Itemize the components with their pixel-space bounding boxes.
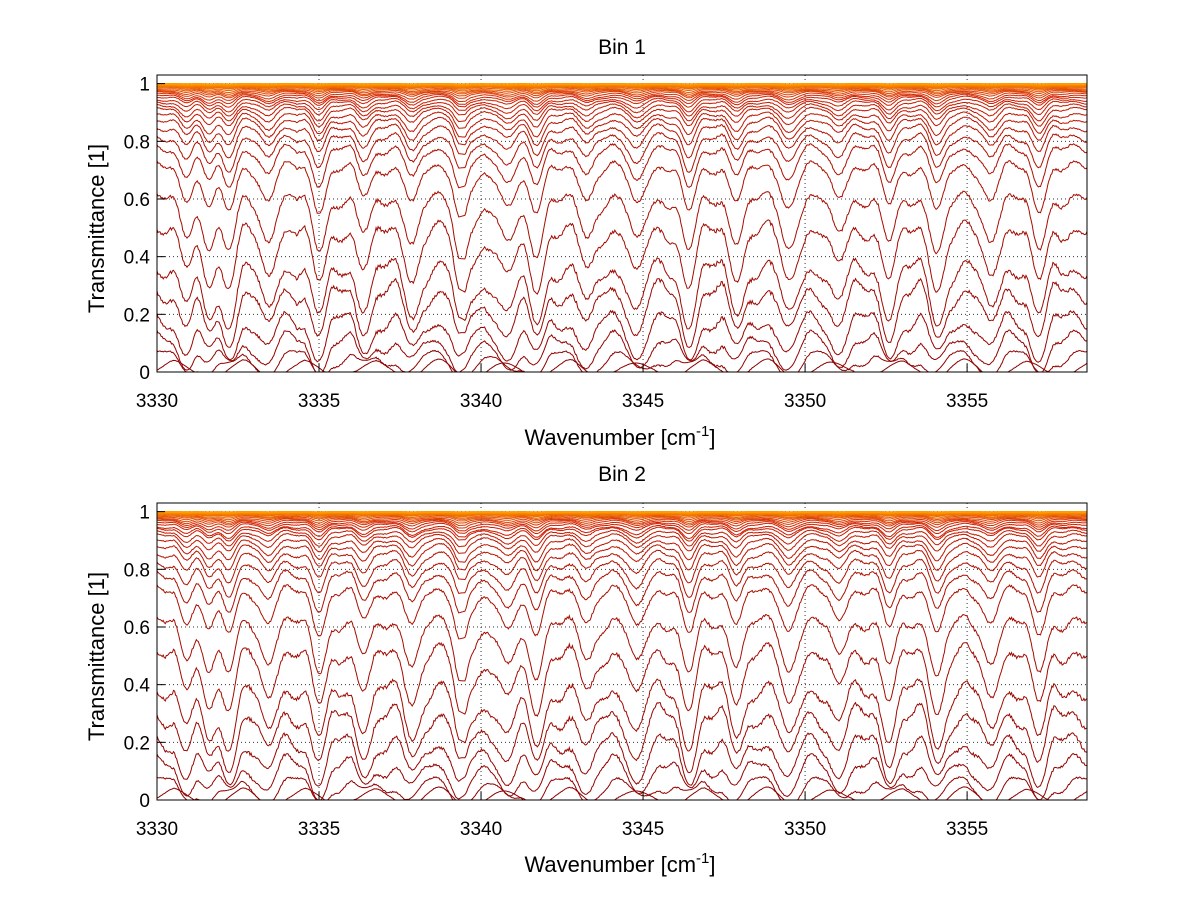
series-line-26 [157, 86, 1087, 92]
series-line-10 [157, 569, 1087, 614]
series-line-7 [157, 219, 1087, 295]
series-line-19 [157, 95, 1087, 108]
series-line-1 [157, 358, 1087, 372]
x-tick-label: 3340 [460, 819, 502, 840]
x-tick-label: 3335 [298, 819, 340, 840]
x-tick-label: 3330 [136, 391, 178, 412]
series-line-9 [157, 159, 1087, 218]
panel-2: 3330 3335 3340 3345 3350 3355 0 0.2 0.4 0.6 0.8 1 Bi… [84, 463, 1088, 877]
x-tick-label: 3355 [946, 391, 988, 412]
series-line-22 [157, 518, 1087, 527]
series-line-8 [157, 190, 1087, 260]
series-line-8 [157, 614, 1087, 682]
series-line-14 [157, 537, 1087, 563]
series-line-11 [157, 558, 1087, 598]
series-line-18 [157, 97, 1087, 113]
series-line-2 [157, 349, 1087, 372]
y-tick-label: 0.8 [124, 560, 150, 581]
series-line-24 [157, 516, 1087, 522]
chart-title: Bin 2 [598, 463, 646, 486]
series-line-13 [157, 116, 1087, 147]
series-group [157, 510, 1087, 800]
series-line-2 [157, 776, 1087, 800]
y-tick-label: 0.4 [124, 248, 151, 269]
series-line-10 [157, 142, 1087, 189]
x-tick-label: 3340 [460, 391, 502, 412]
series-line-25 [157, 515, 1087, 521]
series-line-20 [157, 521, 1087, 532]
y-tick-label: 0.2 [124, 733, 150, 754]
axes-box [156, 502, 1088, 801]
y-tick-label: 0.4 [124, 676, 151, 697]
y-tick-label: 1 [139, 503, 150, 524]
series-line-23 [157, 89, 1087, 97]
x-axis-title: Wavenumber [cm-1] [524, 850, 715, 877]
series-line-24 [157, 88, 1087, 95]
x-tick-label: 3355 [946, 819, 988, 840]
series-line-17 [157, 526, 1087, 542]
series-line-7 [157, 641, 1087, 717]
x-axis-title: Wavenumber [cm-1] [524, 423, 715, 450]
series-line-4 [157, 732, 1087, 788]
y-tick-label: 0.6 [124, 618, 150, 639]
series-line-21 [157, 92, 1087, 102]
series-line-16 [157, 103, 1087, 123]
y-tick-label: 0 [139, 791, 150, 812]
series-line-23 [157, 517, 1087, 524]
x-tick-label: 3335 [298, 391, 340, 412]
y-tick-label: 0 [139, 363, 150, 384]
series-line-25 [157, 87, 1087, 93]
y-axis-title: Transmittance [1] [84, 572, 109, 741]
x-tick-label: 3330 [136, 819, 178, 840]
series-line-1 [157, 786, 1087, 800]
series-line-3 [157, 329, 1087, 372]
series-line-3 [157, 753, 1087, 800]
axes-box [156, 74, 1088, 373]
series-line-17 [157, 100, 1087, 117]
series-line-12 [157, 123, 1087, 159]
series-line-18 [157, 524, 1087, 539]
panel-1: 3330 3335 3340 3345 3350 3355 0 0.2 0.4 0.6 0.8 1 Bi… [84, 36, 1088, 450]
y-tick-label: 0.6 [124, 190, 150, 211]
series-line-11 [157, 131, 1087, 173]
series-line-5 [157, 277, 1087, 349]
series-line-5 [157, 701, 1087, 774]
grid [156, 503, 1087, 801]
x-tick-label: 3350 [784, 819, 826, 840]
x-tick-label: 3345 [622, 819, 664, 840]
series-line-20 [157, 93, 1087, 105]
series-line-4 [157, 309, 1087, 363]
chart-title: Bin 1 [598, 36, 646, 59]
series-line-15 [157, 106, 1087, 129]
series-line-21 [157, 519, 1087, 529]
y-tick-label: 1 [139, 75, 150, 96]
series-line-26 [157, 514, 1087, 519]
series-line-9 [157, 584, 1087, 640]
y-tick-label: 0.2 [124, 305, 150, 326]
series-line-14 [157, 111, 1087, 138]
series-line-15 [157, 533, 1087, 554]
y-tick-label: 0.8 [124, 132, 150, 153]
series-line-12 [157, 549, 1087, 584]
series-line-19 [157, 522, 1087, 535]
x-tick-label: 3345 [622, 391, 664, 412]
series-group [157, 82, 1087, 372]
series-line-6 [157, 256, 1087, 330]
series-line-16 [157, 529, 1087, 548]
series-line-6 [157, 678, 1087, 752]
x-tick-label: 3350 [784, 391, 826, 412]
series-line-13 [157, 542, 1087, 572]
series-line-22 [157, 90, 1087, 99]
y-axis-title: Transmittance [1] [84, 144, 109, 313]
